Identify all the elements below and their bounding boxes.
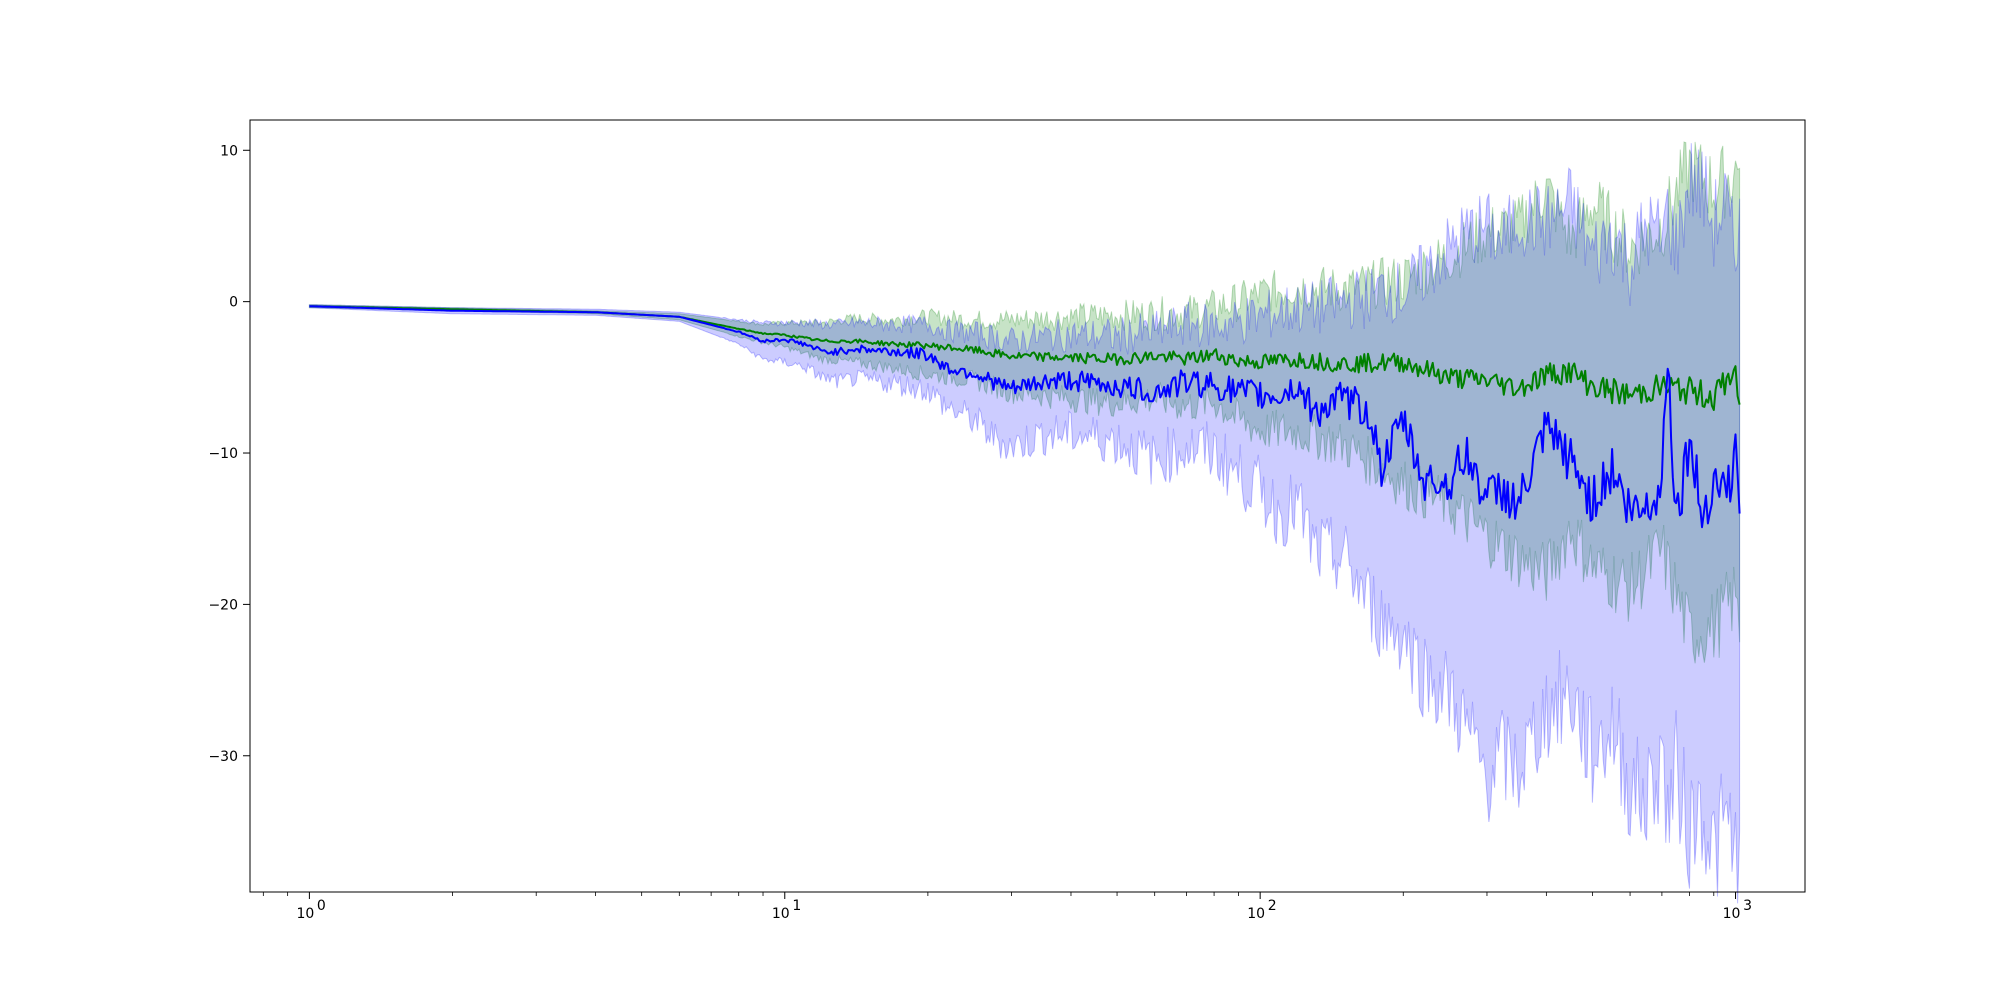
series-1-band [308, 141, 1741, 664]
x-tick-exponent: 2 [1268, 898, 1277, 914]
series-2-band [308, 143, 1741, 904]
x-tick-label: 10 [772, 906, 790, 922]
x-tick-exponent: 3 [1743, 898, 1752, 914]
y-tick-label: −30 [208, 749, 238, 765]
x-tick-exponent: 1 [792, 898, 801, 914]
x-tick-label: 10 [1247, 906, 1265, 922]
series-2-line [309, 305, 1741, 529]
x-axis: 10 0 10 1 10 2 10 3 [262, 892, 1752, 922]
y-axis: 10 0 −10 −20 −30 [208, 143, 250, 765]
y-tick-label: −20 [208, 597, 238, 613]
plot-frame [249, 119, 1806, 893]
confidence-bands [308, 141, 1741, 904]
x-tick-label: 10 [1723, 906, 1741, 922]
y-tick-label: 0 [229, 295, 238, 311]
y-tick-label: −10 [208, 446, 238, 462]
x-tick-label: 10 [296, 906, 314, 922]
x-tick-exponent: 0 [317, 898, 326, 914]
series-lines [309, 305, 1741, 529]
y-tick-label: 10 [220, 143, 238, 159]
